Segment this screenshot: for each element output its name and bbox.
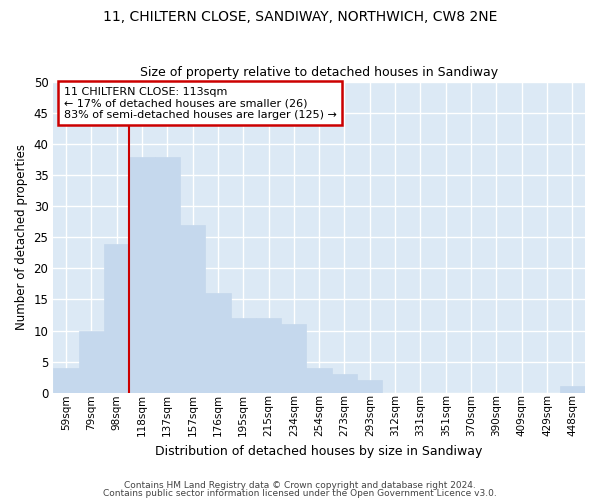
Bar <box>155 156 180 392</box>
Text: Contains public sector information licensed under the Open Government Licence v3: Contains public sector information licen… <box>103 488 497 498</box>
Text: 11 CHILTERN CLOSE: 113sqm
← 17% of detached houses are smaller (26)
83% of semi-: 11 CHILTERN CLOSE: 113sqm ← 17% of detac… <box>64 86 337 120</box>
X-axis label: Distribution of detached houses by size in Sandiway: Distribution of detached houses by size … <box>155 444 483 458</box>
Bar <box>205 294 230 392</box>
Bar <box>129 156 155 392</box>
Text: Contains HM Land Registry data © Crown copyright and database right 2024.: Contains HM Land Registry data © Crown c… <box>124 481 476 490</box>
Text: 11, CHILTERN CLOSE, SANDIWAY, NORTHWICH, CW8 2NE: 11, CHILTERN CLOSE, SANDIWAY, NORTHWICH,… <box>103 10 497 24</box>
Bar <box>307 368 332 392</box>
Bar <box>53 368 79 392</box>
Bar <box>256 318 281 392</box>
Bar <box>560 386 585 392</box>
Bar <box>230 318 256 392</box>
Bar <box>180 225 205 392</box>
Y-axis label: Number of detached properties: Number of detached properties <box>15 144 28 330</box>
Bar <box>357 380 382 392</box>
Bar <box>79 330 104 392</box>
Bar <box>332 374 357 392</box>
Title: Size of property relative to detached houses in Sandiway: Size of property relative to detached ho… <box>140 66 498 80</box>
Bar <box>281 324 307 392</box>
Bar <box>104 244 129 392</box>
